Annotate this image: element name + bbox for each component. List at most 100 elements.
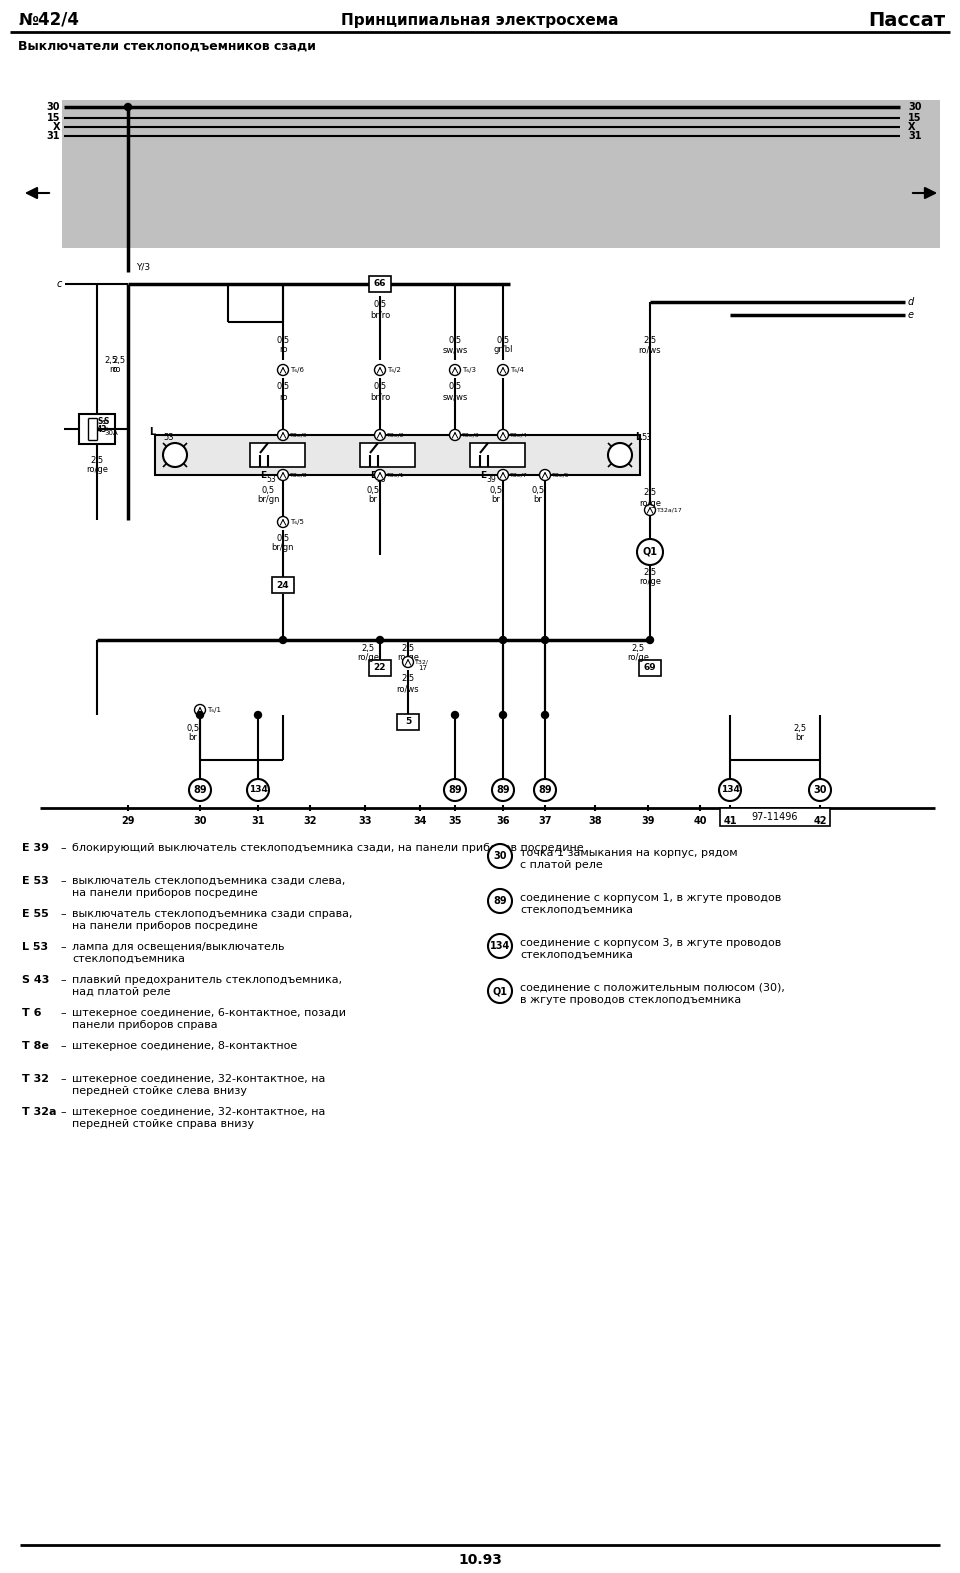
Circle shape: [374, 365, 386, 376]
Text: sw/ws: sw/ws: [443, 346, 468, 354]
Bar: [360, 444, 415, 467]
Text: 35: 35: [448, 816, 462, 826]
Bar: [369, 275, 391, 293]
Circle shape: [376, 637, 383, 643]
Circle shape: [254, 711, 261, 719]
Text: штекерное соединение, 6-контактное, позади
панели приборов справа: штекерное соединение, 6-контактное, поза…: [72, 1008, 346, 1030]
Text: T8e/6: T8e/6: [290, 433, 307, 437]
Text: E: E: [260, 472, 266, 480]
Text: T₆/4: T₆/4: [510, 367, 524, 373]
Circle shape: [488, 889, 512, 912]
Text: 66: 66: [373, 280, 386, 288]
Text: ₄₃: ₄₃: [104, 426, 109, 431]
Text: 2,5: 2,5: [112, 355, 125, 365]
Text: Принципиальная электросхема: Принципиальная электросхема: [341, 13, 619, 27]
Bar: [397, 714, 419, 730]
Text: 29: 29: [121, 816, 134, 826]
Text: L: L: [149, 426, 155, 437]
Text: 53: 53: [163, 433, 174, 442]
Text: 0,5: 0,5: [367, 486, 379, 494]
Text: 89: 89: [496, 785, 510, 794]
Text: T₆/5: T₆/5: [290, 519, 304, 525]
Text: br: br: [796, 733, 804, 742]
Text: 37: 37: [539, 816, 552, 826]
Circle shape: [499, 711, 507, 719]
Bar: [470, 444, 525, 467]
Text: E 53: E 53: [22, 876, 49, 886]
Text: E 39: E 39: [22, 843, 49, 853]
Text: Выключатели стеклоподъемников сзади: Выключатели стеклоподъемников сзади: [18, 39, 316, 52]
Text: 2,5: 2,5: [401, 675, 415, 684]
Text: штекерное соединение, 32-контактное, на
передней стойке слева внизу: штекерное соединение, 32-контактное, на …: [72, 1074, 325, 1096]
Text: 69: 69: [644, 664, 657, 673]
Text: T8e/5: T8e/5: [552, 472, 569, 478]
Text: соединение с положительным полюсом (30),
в жгуте проводов стеклоподъемника: соединение с положительным полюсом (30),…: [520, 983, 785, 1005]
Circle shape: [277, 365, 289, 376]
Text: E 55: E 55: [22, 909, 49, 919]
Text: плавкий предохранитель стеклоподъемника,
над платой реле: плавкий предохранитель стеклоподъемника,…: [72, 975, 342, 997]
Text: 134: 134: [249, 785, 268, 794]
Text: X: X: [908, 123, 916, 132]
Circle shape: [497, 469, 509, 480]
Text: точка 1 замыкания на корпус, рядом
с платой реле: точка 1 замыкания на корпус, рядом с пла…: [520, 848, 737, 870]
Circle shape: [497, 429, 509, 440]
Bar: [250, 444, 305, 467]
Text: ro: ro: [278, 393, 287, 401]
Text: ro/ws: ro/ws: [396, 684, 420, 694]
Text: T₆/3: T₆/3: [462, 367, 476, 373]
Text: T 8e: T 8e: [22, 1041, 49, 1051]
Text: ro: ro: [112, 365, 121, 374]
Text: №42/4: №42/4: [18, 11, 79, 28]
Text: ro/ge: ro/ge: [627, 653, 649, 662]
Text: L 53: L 53: [22, 942, 48, 952]
Text: gr/bl: gr/bl: [493, 346, 513, 354]
Text: ro/ge: ro/ge: [397, 653, 419, 662]
Text: 32: 32: [303, 816, 317, 826]
Text: 22: 22: [373, 664, 386, 673]
Text: 31: 31: [252, 816, 265, 826]
Text: 2,5: 2,5: [632, 643, 644, 653]
Circle shape: [277, 429, 289, 440]
Text: соединение с корпусом 1, в жгуте проводов
стеклоподъемника: соединение с корпусом 1, в жгуте проводо…: [520, 893, 781, 914]
Circle shape: [488, 934, 512, 958]
Text: 34: 34: [413, 816, 427, 826]
Text: соединение с корпусом 3, в жгуте проводов
стеклоподъемника: соединение с корпусом 3, в жгуте проводо…: [520, 938, 781, 960]
Text: –: –: [60, 843, 65, 853]
Text: T₆/6: T₆/6: [290, 367, 304, 373]
Bar: [720, 809, 830, 826]
Text: ro/ge: ro/ge: [86, 466, 108, 475]
Text: 0,5: 0,5: [276, 335, 290, 344]
Text: E: E: [370, 472, 376, 480]
Bar: [79, 414, 115, 444]
Text: br: br: [492, 495, 500, 505]
Text: 30: 30: [813, 785, 827, 794]
Text: 43: 43: [97, 426, 108, 434]
Text: br: br: [369, 495, 377, 505]
Text: лампа для освещения/выключатель
стеклоподъемника: лампа для освещения/выключатель стеклопо…: [72, 942, 284, 964]
Text: ro/ge: ro/ge: [357, 653, 379, 662]
Text: 2,5: 2,5: [90, 456, 104, 464]
Text: 55: 55: [376, 475, 386, 483]
Text: 41: 41: [723, 816, 736, 826]
Circle shape: [541, 637, 548, 643]
Text: 0,5: 0,5: [448, 335, 462, 344]
Text: T32a/17: T32a/17: [657, 508, 683, 513]
Bar: [155, 436, 640, 475]
Text: sw/ws: sw/ws: [443, 393, 468, 401]
Text: br/gn: br/gn: [272, 544, 295, 552]
Text: Q1: Q1: [492, 986, 508, 996]
Text: ro: ro: [109, 365, 118, 374]
Text: 17: 17: [418, 665, 427, 672]
Text: 97-11496: 97-11496: [752, 812, 799, 823]
Text: T8e/1: T8e/1: [387, 472, 404, 478]
Circle shape: [449, 429, 461, 440]
Text: выключатель стеклоподъемника сзади слева,
на панели приборов посредине: выключатель стеклоподъемника сзади слева…: [72, 876, 346, 898]
Text: 0,5: 0,5: [276, 533, 290, 543]
Text: T32/: T32/: [415, 659, 429, 664]
Text: –: –: [60, 942, 65, 952]
Text: T8e/2: T8e/2: [387, 433, 405, 437]
Text: 0,5: 0,5: [276, 382, 290, 392]
Circle shape: [540, 469, 550, 480]
Text: 0,5: 0,5: [373, 300, 387, 310]
Text: 0,5: 0,5: [532, 486, 544, 494]
